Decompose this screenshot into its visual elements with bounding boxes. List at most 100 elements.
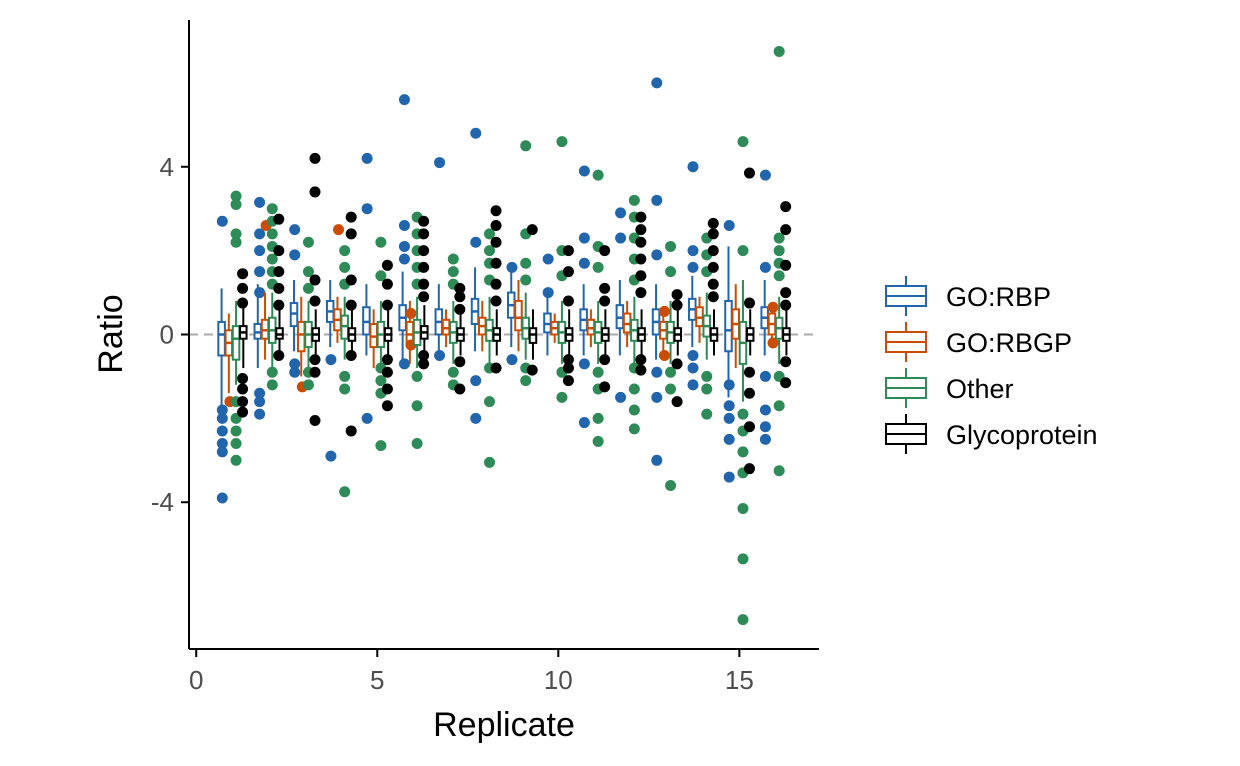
- data-point: [665, 383, 677, 395]
- data-point: [289, 358, 301, 370]
- data-point: [743, 297, 755, 309]
- data-point: [628, 404, 640, 416]
- data-point: [701, 383, 713, 395]
- data-point: [578, 165, 590, 177]
- data-point: [773, 232, 785, 244]
- data-point: [254, 408, 266, 420]
- data-point: [687, 161, 699, 173]
- legend-item: Other: [885, 368, 1014, 408]
- data-point: [361, 152, 373, 164]
- data-point: [526, 364, 538, 376]
- y-tick-label: -4: [151, 487, 174, 517]
- data-point: [635, 211, 647, 223]
- data-point: [411, 370, 423, 382]
- x-axis-title: Replicate: [433, 706, 575, 744]
- data-point: [333, 224, 345, 236]
- data-point: [237, 282, 249, 294]
- data-point: [780, 224, 792, 236]
- data-point: [254, 228, 266, 240]
- data-point: [520, 375, 532, 387]
- data-point: [230, 228, 242, 240]
- data-point: [454, 356, 466, 368]
- data-point: [339, 370, 351, 382]
- data-point: [230, 236, 242, 248]
- data-point: [490, 219, 502, 231]
- data-point: [599, 282, 611, 294]
- data-point: [273, 349, 285, 361]
- data-point: [345, 299, 357, 311]
- x-tick-label: 5: [370, 665, 384, 695]
- data-point: [723, 433, 735, 445]
- data-point: [556, 136, 568, 148]
- data-point: [767, 337, 779, 349]
- data-point: [628, 194, 640, 206]
- data-point: [490, 278, 502, 290]
- data-point: [375, 236, 387, 248]
- data-point: [216, 446, 228, 458]
- data-point: [490, 236, 502, 248]
- data-point: [398, 358, 410, 370]
- data-point: [665, 266, 677, 278]
- data-point: [780, 377, 792, 389]
- data-point: [273, 245, 285, 257]
- data-point: [266, 203, 278, 215]
- y-tick-label: 4: [160, 152, 174, 182]
- data-point: [737, 503, 749, 515]
- data-point: [743, 366, 755, 378]
- data-point: [381, 259, 393, 271]
- data-point: [254, 387, 266, 399]
- data-point: [418, 291, 430, 303]
- data-point: [254, 287, 266, 299]
- series-other: [230, 45, 785, 626]
- data-point: [773, 245, 785, 257]
- data-point: [289, 249, 301, 261]
- data-point: [578, 257, 590, 269]
- data-point: [615, 232, 627, 244]
- data-point: [562, 245, 574, 257]
- data-point: [339, 245, 351, 257]
- data-point: [759, 370, 771, 382]
- data-point: [651, 194, 663, 206]
- data-point: [309, 295, 321, 307]
- series-glycoprotein: [237, 152, 792, 475]
- data-point: [665, 240, 677, 252]
- data-point: [520, 274, 532, 286]
- data-point: [490, 295, 502, 307]
- data-point: [759, 169, 771, 181]
- data-point: [254, 196, 266, 208]
- data-point: [651, 77, 663, 89]
- data-point: [737, 614, 749, 626]
- data-point: [743, 387, 755, 399]
- data-point: [737, 136, 749, 148]
- data-point: [254, 396, 266, 408]
- data-point: [418, 358, 430, 370]
- data-point: [230, 199, 242, 211]
- data-point: [309, 366, 321, 378]
- data-point: [635, 224, 647, 236]
- data-point: [375, 440, 387, 452]
- data-point: [635, 364, 647, 376]
- data-point: [759, 421, 771, 433]
- data-point: [651, 391, 663, 403]
- data-point: [780, 356, 792, 368]
- data-point: [723, 379, 735, 391]
- data-point: [309, 354, 321, 366]
- data-point: [216, 425, 228, 437]
- data-point: [773, 465, 785, 477]
- data-point: [230, 454, 242, 466]
- data-point: [454, 291, 466, 303]
- data-point: [542, 253, 554, 265]
- data-point: [405, 308, 417, 320]
- data-point: [723, 471, 735, 483]
- data-point: [216, 492, 228, 504]
- data-point: [273, 213, 285, 225]
- data-point: [687, 379, 699, 391]
- data-point: [216, 412, 228, 424]
- data-point: [302, 236, 314, 248]
- data-point: [599, 381, 611, 393]
- data-point: [381, 366, 393, 378]
- data-point: [759, 433, 771, 445]
- data-point: [707, 278, 719, 290]
- data-point: [671, 358, 683, 370]
